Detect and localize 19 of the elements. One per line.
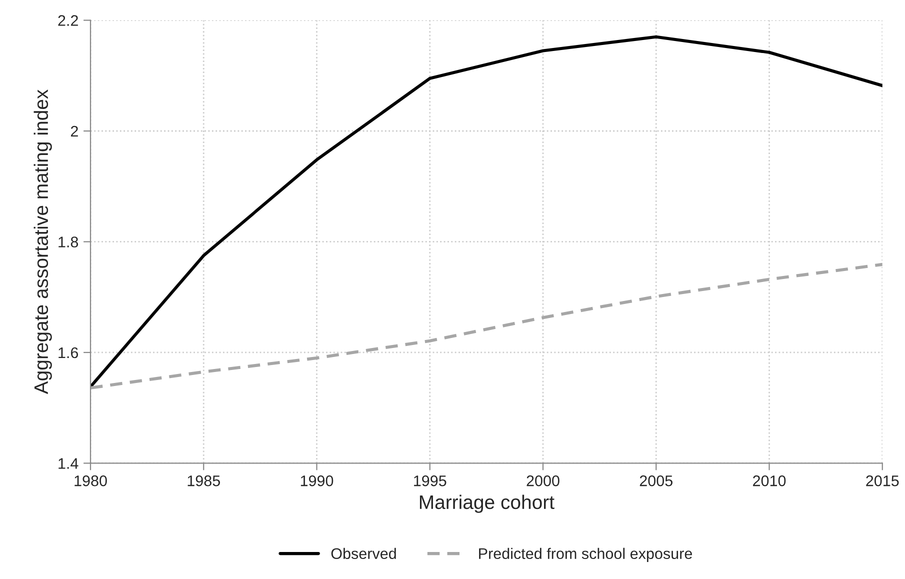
y-tick-label: 1.8 — [58, 236, 78, 248]
x-axis-title: Marriage cohort — [420, 494, 554, 513]
x-tick-label: 2005 — [640, 475, 672, 486]
line-series — [90, 35, 882, 388]
x-tick-label: 2000 — [526, 475, 560, 486]
y-tick-label: 2.2 — [58, 15, 78, 26]
x-tick-label: 1990 — [300, 475, 334, 486]
line-series — [90, 262, 882, 390]
legend-label: Observed — [331, 548, 396, 560]
y-tick-label: 1.4 — [58, 458, 78, 469]
y-tick-label: 1.6 — [58, 347, 78, 358]
y-axis-title: Aggregate assortative mating index — [34, 90, 52, 394]
legend-label: Predicted from school exposure — [479, 548, 692, 562]
x-tick-label: 1985 — [188, 475, 220, 486]
x-tick-label: 2010 — [753, 475, 786, 486]
x-tick-label: 1995 — [414, 475, 446, 486]
y-tick-label: 2 — [70, 126, 78, 137]
x-tick-label: 1980 — [74, 475, 107, 486]
x-tick-label: 2015 — [866, 475, 899, 486]
